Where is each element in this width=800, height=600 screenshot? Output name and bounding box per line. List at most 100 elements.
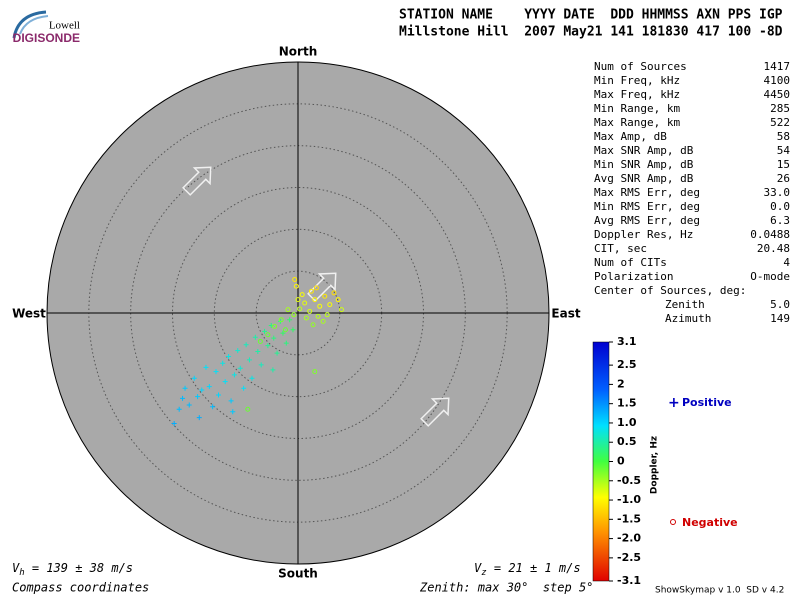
source-point [299,292,305,298]
source-point [195,394,201,400]
direction-label: South [278,567,318,581]
stat-name: Avg RMS Err, deg [594,214,700,227]
center-name: Azimuth [665,312,711,325]
header-labels: STATION NAME YYYY DATE DDD HHMMSS AXN PP… [399,8,783,23]
stat-value: 4450 [764,88,791,101]
stat-name: Num of Sources [594,60,687,73]
source-point [274,350,280,356]
colorbar-tick-label: 1.0 [617,416,637,429]
colorbar-tick-label: -1.0 [617,493,641,506]
colorbar-tick-label: -1.5 [617,512,641,525]
coordinates-note: Compass coordinates [12,581,149,595]
stat-value: O-mode [750,270,790,283]
stat-value: 26 [777,172,790,185]
stat-value: 0.0488 [750,228,790,241]
colorbar-tick-label: 0 [617,455,625,468]
source-point [324,312,330,318]
source-point [186,402,192,408]
legend-label: Positive [682,396,732,409]
source-point [293,283,299,289]
source-point [270,367,276,373]
source-point [320,318,326,324]
source-point [283,340,289,346]
center-name: Zenith [665,298,705,311]
colorbar-label: Doppler, Hz [650,436,660,494]
source-point [246,357,252,363]
source-point [331,290,337,296]
stat-name: Min Freq, kHz [594,74,680,87]
logo-bottom: DIGISONDE [13,31,80,45]
source-point [297,306,303,312]
source-point [322,293,328,299]
legend-symbol: + [668,395,680,411]
source-point [235,348,241,354]
source-point [295,297,301,303]
source-point [222,379,228,385]
source-point [282,327,288,333]
source-point [265,332,271,338]
velocity-arrow [182,166,212,196]
source-point [171,420,177,426]
stat-value: 33.0 [764,186,791,199]
source-point [287,317,293,323]
source-point [278,317,284,323]
velocity-arrow [307,272,337,302]
stat-value: 6.3 [770,214,790,227]
stat-value: 20.48 [757,242,790,255]
direction-label: West [12,307,46,321]
source-point [292,277,298,283]
source-point [199,387,205,393]
source-point [310,322,316,328]
stat-name: Max Range, km [594,116,680,129]
source-point [307,308,313,314]
stat-value: 58 [777,130,790,143]
source-point [335,297,341,303]
colorbar-tick-label: -2.0 [617,532,641,545]
source-point [291,312,297,318]
source-point [339,307,345,313]
source-point [180,395,186,401]
stat-name: Min Range, km [594,102,680,115]
logo-top: Lowell [49,20,80,32]
source-point [243,342,249,348]
center-value: 149 [770,312,790,325]
source-point [312,369,318,375]
header-values: Millstone Hill 2007 May21 141 181830 417… [399,25,783,40]
source-point [213,369,219,375]
source-point [272,323,278,329]
source-point [271,335,277,341]
version-note: ShowSkymap v 1.0 SD v 4.2 [655,586,784,596]
source-point [280,330,286,336]
stat-value: 4 [783,256,790,269]
source-point [265,343,271,349]
source-point [220,360,226,366]
velocity-z: Vz = 21 ± 1 m/s [474,561,581,578]
stat-value: 54 [777,144,791,157]
source-point [231,372,237,378]
colorbar-tick-label: -0.5 [617,474,641,487]
colorbar-tick-label: 1.5 [617,397,637,410]
center-title: Center of Sources, deg: [594,284,746,297]
stat-value: 1417 [764,60,791,73]
source-point [228,398,234,404]
source-point [241,385,247,391]
velocity-h: Vh = 139 ± 38 m/s [12,561,133,578]
source-point [230,409,236,415]
colorbar-tick-label: 3.1 [617,335,637,348]
source-point [327,302,333,308]
source-point [226,354,232,360]
source-point [210,404,216,410]
colorbar [592,341,610,582]
colorbar-tick-label: 2.5 [617,358,637,371]
legend-symbol [670,519,676,525]
source-point [216,392,222,398]
stat-value: 285 [770,102,790,115]
stat-name: Max RMS Err, deg [594,186,700,199]
source-point [302,300,308,306]
source-point [317,303,323,309]
logo-swoosh [19,15,49,35]
source-point [245,406,251,412]
source-point [176,406,182,412]
stat-name: CIT, sec [594,242,647,255]
